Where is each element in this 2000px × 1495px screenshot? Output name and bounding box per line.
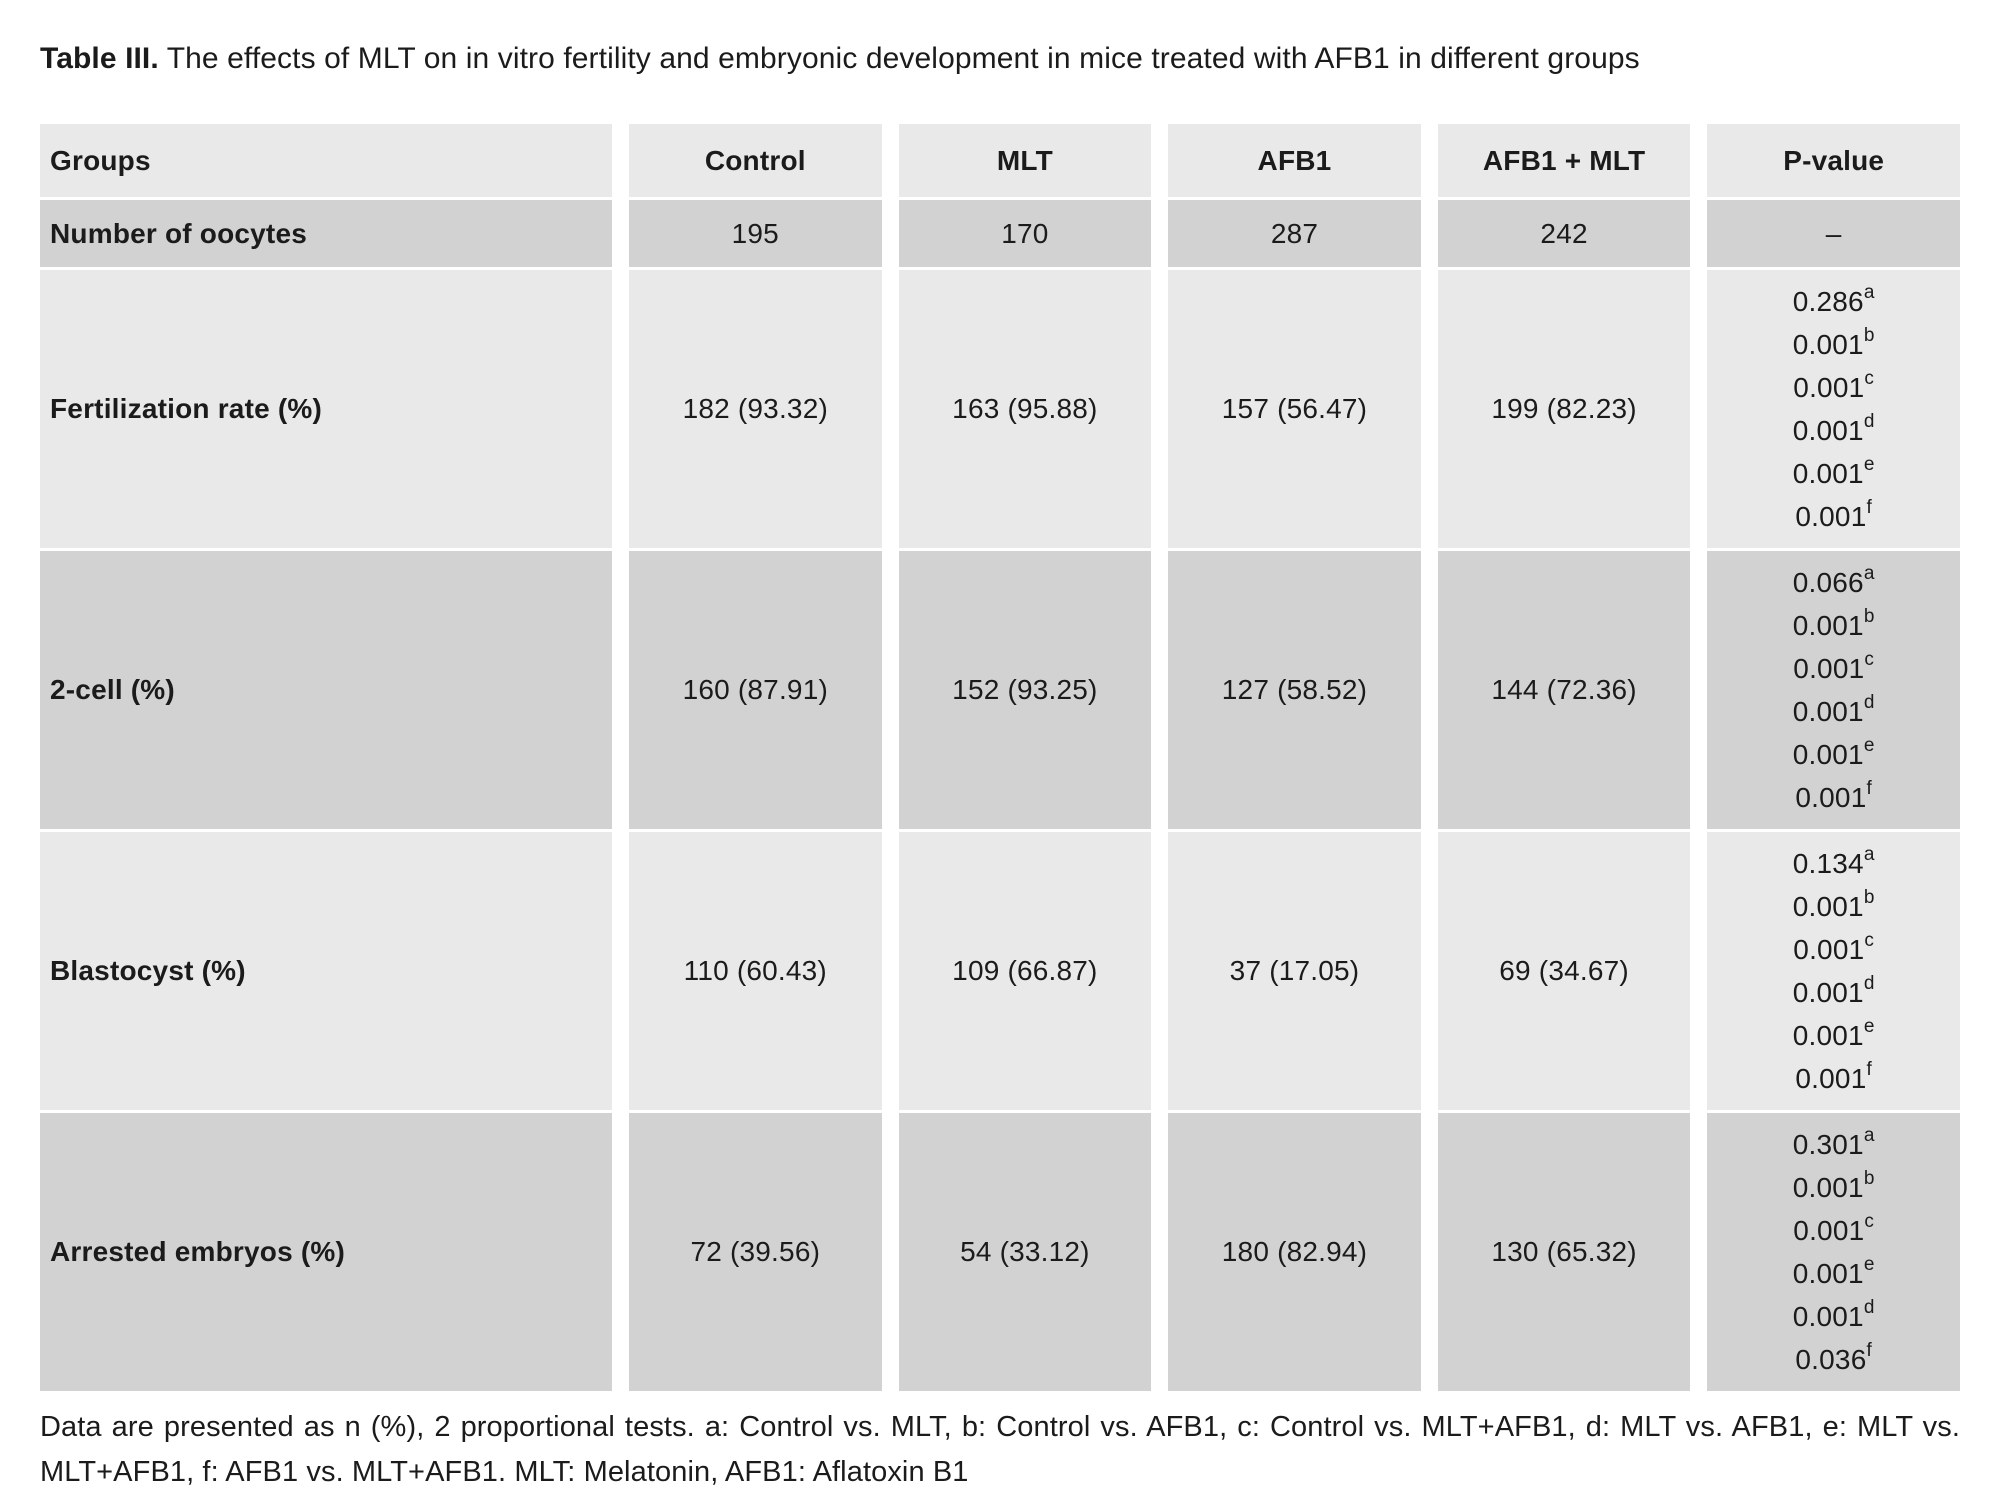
row-label: Blastocyst (%) — [40, 832, 612, 1110]
table-title-label: Table III. — [40, 42, 159, 75]
column-header: Control — [629, 124, 882, 197]
p-value-superscript: a — [1863, 563, 1875, 584]
p-value-line: 0.001e — [1792, 1016, 1875, 1051]
row-label: 2-cell (%) — [40, 551, 612, 829]
p-value-superscript: e — [1863, 1016, 1875, 1037]
p-value-line: 0.001b — [1792, 606, 1875, 641]
p-value-line: 0.001d — [1792, 692, 1875, 727]
p-value-superscript: a — [1863, 282, 1875, 303]
p-value-line: 0.001f — [1795, 778, 1872, 813]
p-value-line: 0.001c — [1793, 368, 1875, 403]
p-value-superscript: a — [1863, 844, 1875, 865]
p-value-superscript: b — [1863, 606, 1875, 627]
value-cell: 170 — [898, 200, 1152, 267]
value-cell: 69 (34.67) — [1437, 832, 1691, 1110]
p-value-superscript: c — [1864, 1211, 1875, 1232]
p-value-superscript: e — [1863, 454, 1875, 475]
p-value-line: 0.001b — [1792, 1168, 1875, 1203]
row-label: Number of oocytes — [40, 200, 612, 267]
value-cell: 180 (82.94) — [1168, 1113, 1421, 1391]
value-cell: 127 (58.52) — [1168, 551, 1421, 829]
p-value-line: – — [1825, 218, 1842, 249]
p-value-cell: 0.301a 0.001b 0.001c 0.001e 0.001d 0.036f — [1707, 1113, 1960, 1391]
p-value-superscript: f — [1866, 1340, 1872, 1361]
p-value-line: 0.301a — [1792, 1125, 1875, 1160]
p-value-line: 0.001d — [1792, 973, 1875, 1008]
p-value-superscript: d — [1863, 692, 1875, 713]
p-value-line: 0.001e — [1792, 454, 1875, 489]
p-value-superscript: d — [1863, 411, 1875, 432]
value-cell: 242 — [1437, 200, 1691, 267]
table-header-row: Groups Control MLT AFB1 AFB1 + MLT P-value — [40, 124, 1960, 197]
p-value-superscript: c — [1864, 930, 1875, 951]
p-value-line: 0.001d — [1792, 411, 1875, 446]
column-header: AFB1 + MLT — [1437, 124, 1691, 197]
p-value-cell: 0.066a 0.001b 0.001c 0.001d 0.001e 0.001f — [1707, 551, 1960, 829]
table-title-text: The effects of MLT on in vitro fertility… — [166, 42, 1640, 75]
table-row: Blastocyst (%) 110 (60.43) 109 (66.87) 37 (… — [40, 832, 1960, 1110]
p-value-line: 0.001f — [1795, 497, 1872, 532]
value-cell: 110 (60.43) — [629, 832, 882, 1110]
p-value-line: 0.036f — [1795, 1340, 1872, 1375]
value-cell: 160 (87.91) — [629, 551, 882, 829]
p-value-line: 0.001c — [1793, 649, 1875, 684]
p-value-line: 0.001d — [1792, 1297, 1875, 1332]
value-cell: 72 (39.56) — [629, 1113, 882, 1391]
p-value-superscript: d — [1863, 1297, 1875, 1318]
row-label: Arrested embryos (%) — [40, 1113, 612, 1391]
p-value-line: 0.001e — [1792, 1254, 1875, 1289]
value-cell: 199 (82.23) — [1437, 270, 1691, 548]
p-value-superscript: e — [1863, 735, 1875, 756]
value-cell: 152 (93.25) — [898, 551, 1152, 829]
value-cell: 109 (66.87) — [898, 832, 1152, 1110]
p-value-line: 0.066a — [1792, 563, 1875, 598]
p-value-superscript: c — [1864, 649, 1875, 670]
p-value-superscript: f — [1866, 497, 1872, 518]
table: Groups Control MLT AFB1 AFB1 + MLT P-value Num… — [40, 124, 1960, 1391]
column-header: P-value — [1707, 124, 1960, 197]
p-value-line: 0.001c — [1793, 1211, 1875, 1246]
value-cell: 182 (93.32) — [629, 270, 882, 548]
p-value-line: 0.001f — [1795, 1059, 1872, 1094]
table-row: Fertilization rate (%) 182 (93.32) 163 (95… — [40, 270, 1960, 548]
p-value-line: 0.001b — [1792, 325, 1875, 360]
p-value-superscript: a — [1863, 1125, 1875, 1146]
p-value-superscript: b — [1863, 325, 1875, 346]
column-header: MLT — [898, 124, 1152, 197]
p-value-line: 0.286a — [1792, 282, 1875, 317]
column-header: AFB1 — [1168, 124, 1421, 197]
table-footnote: Data are presented as n (%), 2 proportio… — [40, 1411, 1960, 1488]
table-row: Number of oocytes 195 170 287 242 – — [40, 200, 1960, 267]
p-value-line: 0.001e — [1792, 735, 1875, 770]
p-value-line: 0.134a — [1792, 844, 1875, 879]
p-value-cell: 0.286a 0.001b 0.001c 0.001d 0.001e 0.001f — [1707, 270, 1960, 548]
p-value-line: 0.001b — [1792, 887, 1875, 922]
value-cell: 195 — [629, 200, 882, 267]
p-value-superscript: b — [1863, 1168, 1875, 1189]
p-value-cell: – — [1707, 200, 1960, 267]
p-value-line: 0.001c — [1793, 930, 1875, 965]
value-cell: 287 — [1168, 200, 1421, 267]
value-cell: 54 (33.12) — [898, 1113, 1152, 1391]
row-label: Fertilization rate (%) — [40, 270, 612, 548]
value-cell: 163 (95.88) — [898, 270, 1152, 548]
table-row: 2-cell (%) 160 (87.91) 152 (93.25) 127 (58.… — [40, 551, 1960, 829]
p-value-superscript: f — [1866, 778, 1872, 799]
p-value-superscript: b — [1863, 887, 1875, 908]
p-value-superscript: e — [1863, 1254, 1875, 1275]
column-header: Groups — [40, 124, 612, 197]
p-value-cell: 0.134a 0.001b 0.001c 0.001d 0.001e 0.001f — [1707, 832, 1960, 1110]
value-cell: 37 (17.05) — [1168, 832, 1421, 1110]
value-cell: 144 (72.36) — [1437, 551, 1691, 829]
p-value-superscript: f — [1866, 1059, 1872, 1080]
p-value-superscript: c — [1864, 368, 1875, 389]
p-value-superscript: d — [1863, 973, 1875, 994]
value-cell: 157 (56.47) — [1168, 270, 1421, 548]
value-cell: 130 (65.32) — [1437, 1113, 1691, 1391]
table-row: Arrested embryos (%) 72 (39.56) 54 (33.12)… — [40, 1113, 1960, 1391]
table-title: Table III. The effects of MLT on in vitr… — [40, 40, 1960, 78]
